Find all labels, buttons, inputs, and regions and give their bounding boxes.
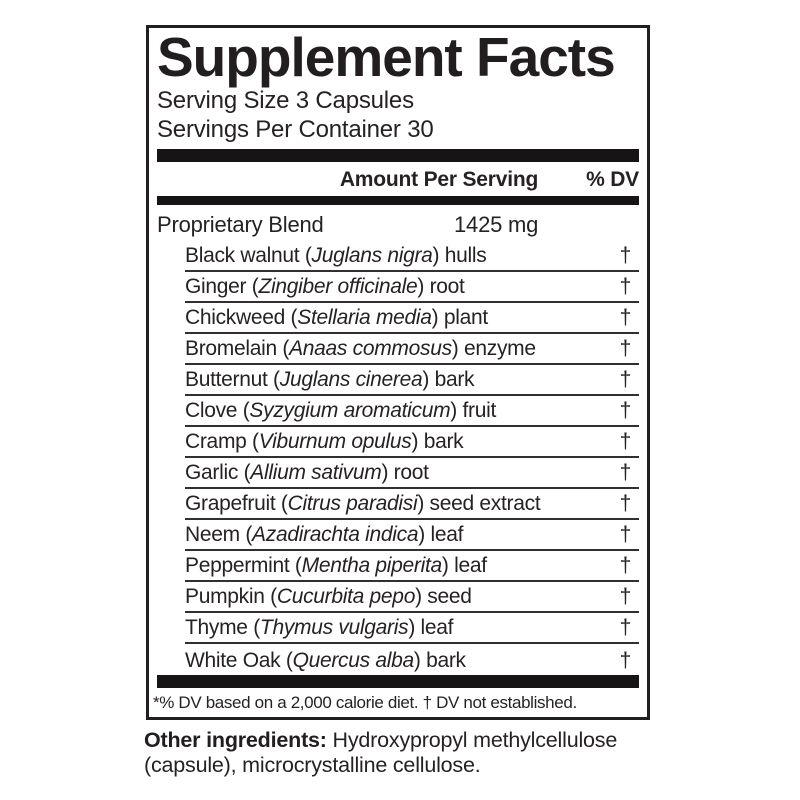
other-ingredients-section: Other ingredients: Hydroxypropyl methylc… <box>144 728 692 778</box>
ingredient-latin-name: Quercus alba <box>292 649 415 672</box>
amount-per-serving-header: Amount Per Serving <box>339 168 539 191</box>
ingredient-name: Peppermint (Mentha piperita) leaf <box>185 554 487 577</box>
ingredient-row: Cramp (Viburnum opulus) bark † <box>185 427 639 458</box>
other-ingredients-text: Hydroxypropyl methylcellulose (capsule),… <box>144 728 618 777</box>
ingredient-name: Clove (Syzygium aromaticum) fruit <box>185 399 497 422</box>
ingredient-latin-name: Juglans nigra <box>311 244 433 267</box>
ingredient-name: Cramp (Viburnum opulus) bark <box>185 430 464 453</box>
ingredient-list: Black walnut (Juglans nigra) hulls † Ginge… <box>157 241 639 675</box>
ingredient-dv-symbol: † <box>619 244 632 267</box>
ingredient-name: Pumpkin (Cucurbita pepo) seed <box>185 585 472 608</box>
ingredient-dv-symbol: † <box>619 585 632 608</box>
ingredient-name: Ginger (Zingiber officinale) root <box>185 275 465 298</box>
ingredient-dv-symbol: † <box>619 368 632 391</box>
blend-name: Proprietary Blend <box>157 212 324 237</box>
ingredient-name: Grapefruit (Citrus paradisi) seed extrac… <box>185 492 541 515</box>
ingredient-dv-symbol: † <box>619 337 632 360</box>
ingredient-latin-name: Viburnum opulus <box>258 430 412 453</box>
ingredient-row: Neem (Azadirachta indica) leaf † <box>185 520 639 551</box>
ingredient-dv-symbol: † <box>619 554 632 577</box>
ingredient-name: Garlic (Allium sativum) root <box>185 461 429 484</box>
ingredient-row: White Oak (Quercus alba) bark † <box>185 644 639 675</box>
divider-bar-medium <box>157 196 639 205</box>
ingredient-dv-symbol: † <box>619 616 632 639</box>
ingredient-name: Thyme (Thymus vulgaris) leaf <box>185 616 454 639</box>
ingredient-row: Clove (Syzygium aromaticum) fruit † <box>185 396 639 427</box>
ingredient-row: Butternut (Juglans cinerea) bark † <box>185 365 639 396</box>
ingredient-name: Butternut (Juglans cinerea) bark <box>185 368 475 391</box>
ingredient-latin-name: Syzygium aromaticum <box>249 399 451 422</box>
ingredient-dv-symbol: † <box>619 399 632 422</box>
ingredient-row: Ginger (Zingiber officinale) root † <box>185 272 639 303</box>
ingredient-latin-name: Zingiber officinale <box>258 275 418 298</box>
dv-footnote: *% DV based on a 2,000 calorie diet. † D… <box>153 693 577 712</box>
ingredient-latin-name: Allium sativum <box>250 461 382 484</box>
ingredient-dv-symbol: † <box>619 523 632 546</box>
ingredient-dv-symbol: † <box>619 275 632 298</box>
ingredient-dv-symbol: † <box>619 430 632 453</box>
servings-per-container-line: Servings Per Container 30 <box>157 116 434 143</box>
ingredient-dv-symbol: † <box>619 461 632 484</box>
ingredient-latin-name: Anaas commosus <box>289 337 452 360</box>
blend-amount: 1425 mg <box>454 212 539 237</box>
divider-bar-thick-top <box>157 149 639 162</box>
ingredient-row: Peppermint (Mentha piperita) leaf † <box>185 551 639 582</box>
ingredient-row: Bromelain (Anaas commosus) enzyme † <box>185 334 639 365</box>
ingredient-latin-name: Azadirachta indica <box>252 523 419 546</box>
other-ingredients-label: Other ingredients: <box>144 728 327 752</box>
ingredient-name: White Oak (Quercus alba) bark <box>185 649 466 672</box>
ingredient-row: Grapefruit (Citrus paradisi) seed extrac… <box>185 489 639 520</box>
ingredient-row: Black walnut (Juglans nigra) hulls † <box>185 241 639 272</box>
proprietary-blend-row: Proprietary Blend 1425 mg <box>157 205 639 241</box>
ingredient-latin-name: Stellaria media <box>297 306 432 329</box>
ingredient-latin-name: Thymus vulgaris <box>259 616 409 639</box>
serving-size-line: Serving Size 3 Capsules <box>157 87 414 114</box>
ingredient-name: Chickweed (Stellaria media) plant <box>185 306 488 329</box>
percent-dv-header: % DV <box>586 168 639 191</box>
ingredient-name: Neem (Azadirachta indica) leaf <box>185 523 464 546</box>
ingredient-dv-symbol: † <box>619 649 632 672</box>
ingredient-latin-name: Juglans cinerea <box>279 368 423 391</box>
ingredient-row: Chickweed (Stellaria media) plant † <box>185 303 639 334</box>
ingredient-dv-symbol: † <box>619 306 632 329</box>
ingredient-row: Thyme (Thymus vulgaris) leaf † <box>185 613 639 644</box>
ingredient-latin-name: Mentha piperita <box>301 554 443 577</box>
ingredient-latin-name: Cucurbita pepo <box>276 585 416 608</box>
ingredient-name: Black walnut (Juglans nigra) hulls <box>185 244 487 267</box>
ingredient-name: Bromelain (Anaas commosus) enzyme <box>185 337 536 360</box>
ingredient-latin-name: Citrus paradisi <box>287 492 418 515</box>
ingredient-dv-symbol: † <box>619 492 632 515</box>
supplement-facts-panel: Supplement Facts Serving Size 3 Capsules… <box>146 25 650 720</box>
panel-title: Supplement Facts <box>157 26 616 88</box>
divider-bar-thick-bottom <box>157 675 639 688</box>
column-header-row: Amount Per Serving % DV <box>157 162 639 196</box>
ingredient-row: Pumpkin (Cucurbita pepo) seed † <box>185 582 639 613</box>
ingredient-row: Garlic (Allium sativum) root † <box>185 458 639 489</box>
